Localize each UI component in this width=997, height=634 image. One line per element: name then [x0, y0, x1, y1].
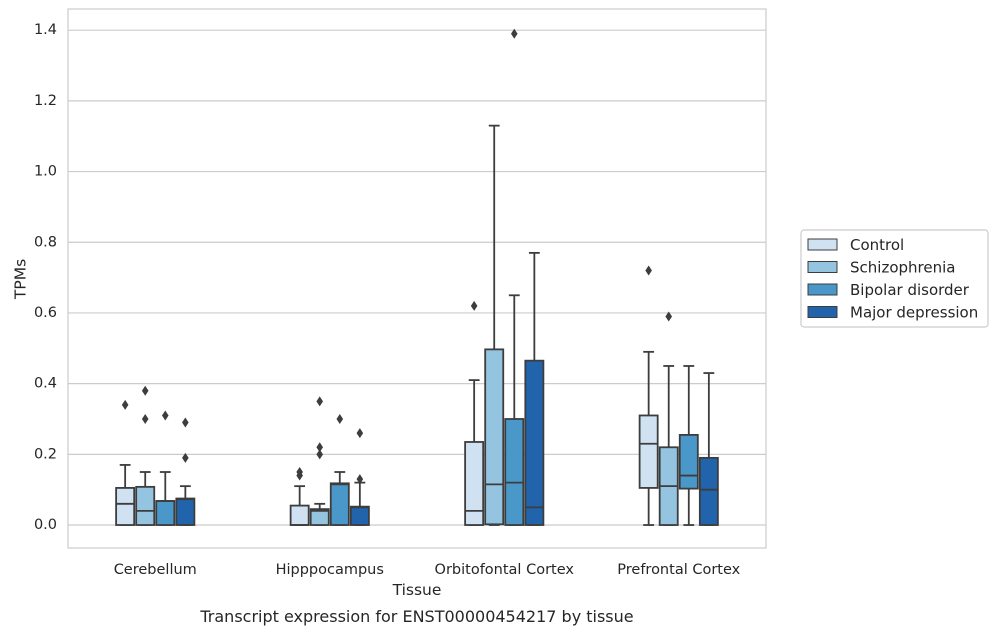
- x-tick-label: Cerebellum: [114, 562, 197, 578]
- outlier-point: [141, 385, 149, 396]
- box-body: [638, 414, 659, 489]
- box-body: [155, 500, 176, 526]
- box-3-0: [638, 265, 659, 526]
- outlier-point: [470, 300, 478, 311]
- box-body: [175, 497, 196, 526]
- outlier-point: [296, 467, 303, 478]
- x-axis-label: Tissue: [392, 581, 442, 599]
- outlier-point: [316, 449, 324, 460]
- box-3-2: [678, 365, 699, 526]
- box-3-3: [698, 372, 719, 526]
- legend-swatch: [807, 261, 838, 273]
- legend-label: Control: [850, 236, 904, 254]
- outlier-point: [161, 410, 169, 421]
- box-body: [115, 487, 136, 526]
- outlier-point: [182, 417, 189, 428]
- legend-label: Major depression: [850, 304, 978, 322]
- outlier-point: [510, 28, 518, 39]
- chart-caption: Transcript expression for ENST0000045421…: [199, 607, 633, 626]
- outlier-point: [665, 311, 673, 322]
- outlier-point: [316, 442, 324, 453]
- legend-swatch: [807, 306, 838, 318]
- outlier-point: [336, 413, 344, 424]
- box-2-2: [504, 28, 525, 526]
- outlier-point: [356, 474, 364, 485]
- box-body: [309, 508, 330, 526]
- y-tick-label: 0.0: [34, 517, 57, 533]
- box-1-1: [309, 396, 330, 526]
- outlier-point: [182, 452, 189, 463]
- outlier-point: [645, 265, 652, 276]
- legend-swatch: [807, 238, 838, 251]
- box-1-2: [329, 413, 350, 526]
- x-tick-label: Orbitofontal Cortex: [435, 562, 575, 578]
- x-tick-labels: Cerebellum Hipppocampus Orbitofontal Corte…: [114, 562, 741, 578]
- box-body: [329, 482, 350, 526]
- box-1-3: [349, 428, 370, 526]
- box-0-2: [155, 410, 176, 526]
- y-tick-labels: 0.0 0.2 0.4 0.6 0.8 1.0 1.2 1.4: [34, 22, 57, 533]
- y-tick-label: 1.0: [34, 164, 57, 180]
- box-body: [349, 505, 370, 526]
- box-2-3: [524, 251, 545, 526]
- box-2-1: [484, 124, 505, 526]
- x-tick-label: Hipppocampus: [276, 562, 384, 578]
- legend-label: Bipolar disorder: [850, 281, 970, 299]
- y-tick-label: 1.2: [34, 93, 57, 109]
- outlier-point: [356, 428, 364, 439]
- y-tick-label: 0.8: [34, 234, 57, 250]
- y-tick-label: 0.4: [34, 376, 57, 392]
- legend-label: Schizophrenia: [850, 259, 955, 277]
- y-axis-label: TPMs: [12, 259, 30, 300]
- box-1-0: [289, 467, 310, 526]
- y-tick-label: 0.2: [34, 446, 57, 462]
- outlier-point: [316, 396, 324, 407]
- legend: Control Schizophrenia Bipolar disorder Majo…: [800, 229, 989, 328]
- box-0-3: [175, 417, 196, 526]
- box-0-1: [135, 385, 156, 526]
- legend-frame: [800, 229, 989, 328]
- box-body: [504, 418, 525, 526]
- y-tick-label: 1.4: [34, 22, 57, 38]
- box-body: [524, 359, 545, 526]
- box-2-0: [464, 300, 485, 526]
- box-body: [698, 456, 719, 526]
- box-body: [135, 485, 156, 526]
- outlier-point: [121, 399, 129, 410]
- box-body: [678, 433, 699, 490]
- box-groups: [115, 28, 719, 526]
- legend-swatch: [807, 283, 838, 296]
- box-body: [464, 441, 485, 526]
- outlier-point: [141, 413, 149, 424]
- box-body: [289, 504, 310, 526]
- box-0-0: [115, 399, 136, 526]
- box-body: [484, 348, 505, 526]
- box-3-1: [658, 311, 679, 526]
- y-tick-label: 0.6: [34, 305, 57, 321]
- x-tick-label: Prefrontal Cortex: [617, 562, 740, 578]
